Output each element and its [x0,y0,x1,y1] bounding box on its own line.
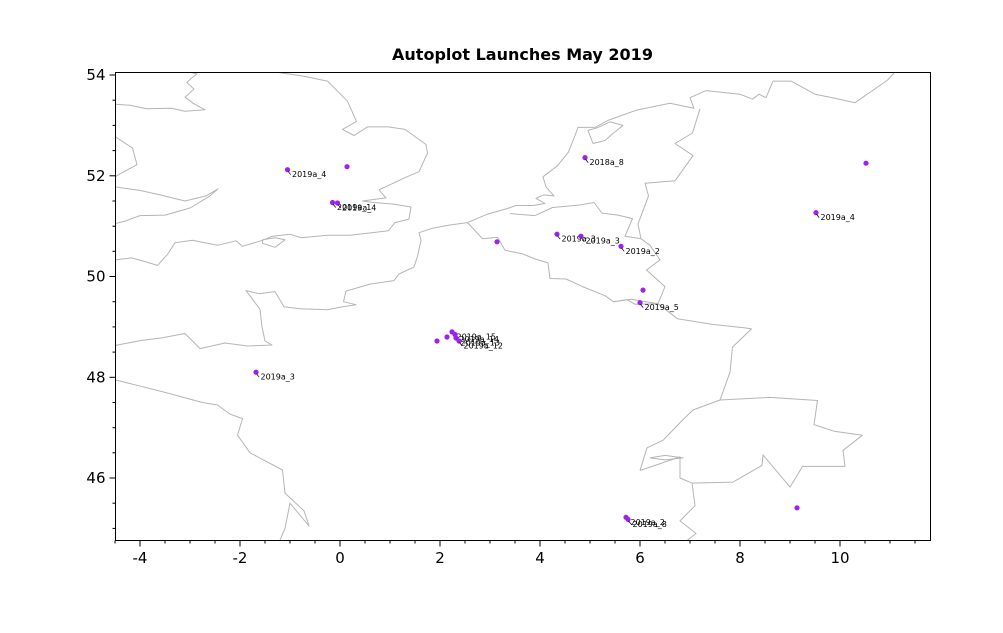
y-tick-label: 48 [86,368,105,386]
label-leader [332,203,336,208]
launch-point [329,199,336,206]
launch-point [618,243,624,249]
launch-label: 2019a_1 [337,203,371,212]
x-tick-label: -2 [233,549,248,567]
label-leader [459,342,463,347]
launch-label: 2019a_4 [821,213,855,222]
launch-point [578,233,584,239]
axis-ticks [109,74,916,547]
map-outline [262,237,286,248]
x-tick-label: -4 [133,549,148,567]
map-outline [649,454,684,461]
launch-point [813,210,819,216]
x-tick-label: 2 [435,549,445,567]
launch-label: 2019a_2 [626,247,660,256]
x-tick-label: 0 [335,549,345,567]
label-leader [581,237,585,242]
launch-point [863,160,869,166]
map-outline [509,202,666,304]
launch-point [494,239,500,245]
launch-point [637,300,643,306]
map-outline [679,483,697,540]
y-tick-label: 54 [86,66,105,84]
launch-point [253,369,259,375]
label-leader [621,247,625,252]
launch-point [625,516,631,522]
label-leader [287,170,291,175]
label-leader [585,158,589,163]
launch-point [344,164,350,170]
launch-label: 2019a_15 [457,332,496,341]
launch-label: 2019a_12 [464,342,503,351]
launch-label: 2019a_4 [292,170,326,179]
launch-label: 2019a_5 [645,303,679,312]
y-tick-label: 46 [86,469,105,487]
map-layer [115,72,896,540]
map-outline [613,299,659,305]
map-outline [467,72,896,224]
launch-point [794,505,800,511]
launch-point [456,338,462,344]
launch-label: 2019a_3 [586,237,620,246]
launch-point [640,287,646,293]
map-outline [719,396,863,436]
label-leader [640,303,644,308]
y-tick-label: 52 [86,167,105,185]
label-leader [557,235,561,240]
y-tick-label: 50 [86,268,105,286]
launch-label: 2019a_14 [460,335,499,344]
label-leader [337,204,341,209]
x-tick-label: 8 [735,549,745,567]
launch-point [444,334,450,340]
plot-frame [115,72,931,541]
x-tick-label: 6 [635,549,645,567]
map-outline [115,72,206,112]
x-tick-label: 10 [830,549,849,567]
map-outline [115,186,219,225]
launch-label: 2018a_8 [590,158,624,167]
launch-label: 2019a_8 [633,520,667,529]
map-outline [637,108,701,239]
launch-label: 2019a_4 [342,204,376,213]
x-tick-label: 4 [535,549,545,567]
launch-point [554,231,560,237]
launch-point [434,338,440,344]
map-outline [639,399,721,471]
label-leader [256,373,260,378]
map-outline [467,222,752,401]
launch-label: 2019a_3 [261,373,295,382]
map-outline [639,434,863,488]
launch-point [284,167,291,173]
label-leader [816,213,820,218]
launch-point [582,155,588,161]
label-leader [628,520,632,525]
map-outline [115,222,468,350]
map-outline [587,121,624,144]
launch-label: 2019a_2 [631,518,665,527]
map-outline [115,136,138,178]
points-layer: 2019a_42019a_12019a_42018a_82019a_42019a… [253,155,869,529]
launch-point [334,200,341,206]
map-outline [115,379,310,540]
chart-title: Autoplot Launches May 2019 [392,45,653,64]
launch-label: 2019a_3 [562,235,596,244]
launch-label: 2019a_13 [461,339,500,348]
map-outline [115,72,428,266]
